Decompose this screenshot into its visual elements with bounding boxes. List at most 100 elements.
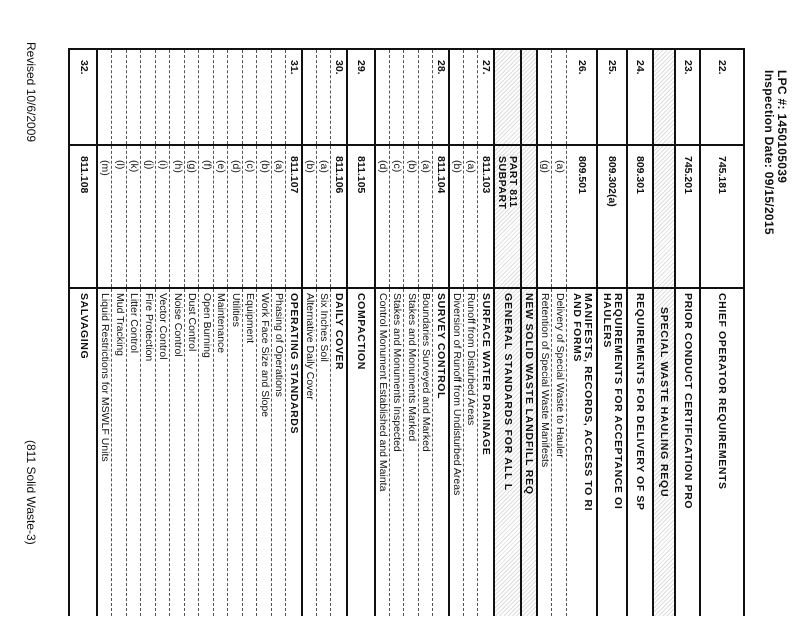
regulation-code-text: PART 811 <box>507 156 520 208</box>
item-description: Six Inches Soil <box>316 288 331 616</box>
regulation-code-text: 745.201 <box>682 156 694 194</box>
regulation-code-text: (a) <box>318 160 331 173</box>
regulation-code: (d) <box>375 145 390 288</box>
checklist-subitem-row: (d) Utilities <box>228 49 243 616</box>
item-description-text: Noise Control <box>171 293 184 357</box>
regulation-code-text: 811.108 <box>78 156 90 194</box>
item-description: Dust Control <box>184 288 199 616</box>
checklist-subitem-row: (g) Retention of Special Waste Manifests <box>537 49 552 616</box>
item-description-text: Boundaries Surveyed and Marked <box>420 293 433 452</box>
regulation-code-text: (d) <box>377 160 389 173</box>
item-number: 23. <box>675 49 700 145</box>
regulation-code: 809.302(a) <box>597 145 627 288</box>
item-number-text: 22. <box>716 60 729 75</box>
checklist-subitem-row: (g) Dust Control <box>184 49 199 616</box>
checklist-subitem-row: (b) Work Face Size and Slope <box>257 49 272 616</box>
item-number <box>389 49 404 145</box>
item-description-text: SALVAGING <box>78 293 90 360</box>
item-description: CHIEF OPERATOR REQUIREMENTS <box>700 288 744 616</box>
item-number <box>141 49 156 145</box>
regulation-code: (e) <box>213 145 228 288</box>
item-description-text: PRIOR CONDUCT CERTIFICATION PRO <box>682 293 694 510</box>
item-number: 28. <box>433 49 449 145</box>
checklist-item-row: 23. 745.201 PRIOR CONDUCT CERTIFICATION PR… <box>675 49 700 616</box>
item-description: COMPACTION <box>347 288 375 616</box>
regulation-code-text: (d) <box>229 160 242 173</box>
item-description-text: Delivery of Special Waste to Hauler <box>554 293 566 458</box>
regulation-code: 811.106 <box>331 145 347 288</box>
regulation-code: 809.501 <box>567 145 597 288</box>
item-number-text: 26. <box>576 60 589 75</box>
item-description-text: REQUIREMENTS FOR DELIVERY OF SP <box>634 293 647 511</box>
item-number-text: 29. <box>355 60 368 75</box>
item-description: Liquid Restrictions for MSWLF Units <box>97 288 112 616</box>
regulation-code: (a) <box>463 145 478 288</box>
checklist-item-row: 22. 745.181 CHIEF OPERATOR REQUIREMENTS <box>700 49 744 616</box>
inspection-date: Inspection Date: 09/15/2015 <box>762 70 776 235</box>
regulation-code: 811.103 <box>478 145 494 288</box>
regulation-code-text: (c) <box>244 160 257 173</box>
item-number: 30. <box>331 49 347 145</box>
item-number <box>302 49 317 145</box>
regulation-code: (l) <box>112 145 127 288</box>
item-number: 26. <box>567 49 597 145</box>
item-description-text: Vector Control <box>157 293 170 360</box>
item-description-text: Litter Control <box>128 293 141 354</box>
regulation-code: (f) <box>199 145 214 288</box>
item-description-text: NEW SOLID WASTE LANDFILL REQ <box>523 293 536 495</box>
regulation-code-text: (a) <box>554 160 566 173</box>
regulation-code: (a) <box>316 145 331 288</box>
item-description-text: Diversion of Runoff from Undisturbed Are… <box>451 293 463 496</box>
item-number <box>112 49 127 145</box>
item-description-text: Retention of Special Waste Manifests <box>539 293 552 468</box>
item-description-text: SPECIAL WASTE HAULING REQU <box>658 307 671 498</box>
item-number <box>213 49 228 145</box>
checklist-item-row: 25. 809.302(a) REQUIREMENTS FOR ACCEPTANCE… <box>597 49 627 616</box>
regulation-code: (a) <box>552 145 567 288</box>
regulation-code-text: 811.104 <box>435 156 448 194</box>
item-description: Open Burning <box>199 288 214 616</box>
regulation-code-text: (g) <box>186 160 199 173</box>
regulation-code-text: (j) <box>142 160 155 170</box>
item-number: 22. <box>700 49 744 145</box>
regulation-code: PART 811 SUBPART <box>494 145 521 288</box>
item-description: Boundaries Surveyed and Marked <box>418 288 433 616</box>
section-header-row: NEW SOLID WASTE LANDFILL REQ <box>521 49 537 616</box>
regulation-code-text: 811.103 <box>480 156 493 194</box>
item-description-text: Six Inches Soil <box>318 293 331 362</box>
regulation-code: 811.107 <box>286 145 302 288</box>
checklist-item-row: 30. 811.106 DAILY COVER <box>331 49 347 616</box>
section-header-row: SPECIAL WASTE HAULING REQU <box>653 49 675 616</box>
regulation-code-text: 811.106 <box>333 156 346 194</box>
regulation-code: (k) <box>126 145 141 288</box>
item-number: 25. <box>597 49 627 145</box>
item-number <box>199 49 214 145</box>
regulation-code: (g) <box>537 145 552 288</box>
regulation-code: (m) <box>97 145 112 288</box>
checklist-subitem-row: (a) Phasing of Operations <box>271 49 286 616</box>
item-description: PRIOR CONDUCT CERTIFICATION PRO <box>675 288 700 616</box>
item-description-text: MANIFESTS, RECORDS, ACCESS TO RI <box>581 293 594 512</box>
regulation-code: (d) <box>228 145 243 288</box>
regulation-code-text: 811.105 <box>355 156 368 194</box>
regulation-code: (b) <box>404 145 419 288</box>
item-description-text: Phasing of Operations <box>273 293 286 397</box>
item-description: Utilities <box>228 288 243 616</box>
regulation-code-text: (l) <box>113 160 126 170</box>
item-description-text: Open Burning <box>200 293 213 358</box>
checklist-subitem-row: (k) Litter Control <box>126 49 141 616</box>
item-number <box>126 49 141 145</box>
item-description-text: Stakes and Monuments Inspected <box>391 293 404 452</box>
item-number <box>242 49 257 145</box>
item-number <box>494 49 521 145</box>
item-number <box>97 49 112 145</box>
item-description-text: OPERATING STANDARDS <box>288 293 301 435</box>
item-number-text: 32. <box>78 60 90 75</box>
item-number <box>463 49 478 145</box>
document-header: LPC #: 1450105039 Inspection Date: 09/15… <box>762 70 789 235</box>
regulation-code-text: (h) <box>171 160 184 173</box>
regulation-code-text: (g) <box>539 160 552 173</box>
item-description: Fire Protection <box>141 288 156 616</box>
checklist-subitem-row: (b) Diversion of Runoff from Undisturbed … <box>449 49 464 616</box>
